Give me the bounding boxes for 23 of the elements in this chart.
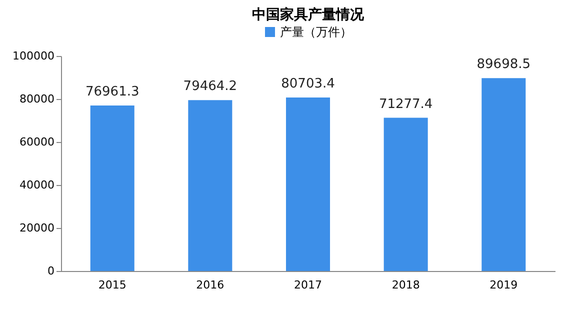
y-tick-label: 0: [48, 264, 54, 278]
x-tick-label: 2017: [294, 278, 322, 292]
bar: [188, 100, 232, 271]
x-tick-label: 2016: [196, 278, 224, 292]
x-tick-label: 2015: [98, 278, 126, 292]
data-label: 80703.4: [281, 76, 335, 92]
y-tick-label: 40000: [20, 178, 54, 192]
data-label: 89698.5: [476, 57, 531, 72]
x-tick-label: 2018: [392, 278, 420, 292]
data-label: 79464.2: [183, 79, 238, 94]
bar: [482, 78, 526, 271]
bar: [286, 97, 330, 271]
data-label: 71277.4: [378, 96, 433, 112]
chart-title: 中国家具产量情况: [252, 6, 365, 23]
y-tick-label: 60000: [20, 136, 54, 148]
y-tick-label: 100000: [12, 50, 54, 62]
legend-label: 产量（万件）: [280, 25, 352, 39]
y-tick-label: 80000: [20, 92, 54, 106]
x-tick-label: 2019: [490, 278, 518, 292]
y-tick-label: 20000: [20, 222, 54, 234]
bar: [90, 106, 134, 271]
bar: [384, 118, 428, 271]
data-label: 76961.3: [85, 84, 140, 100]
